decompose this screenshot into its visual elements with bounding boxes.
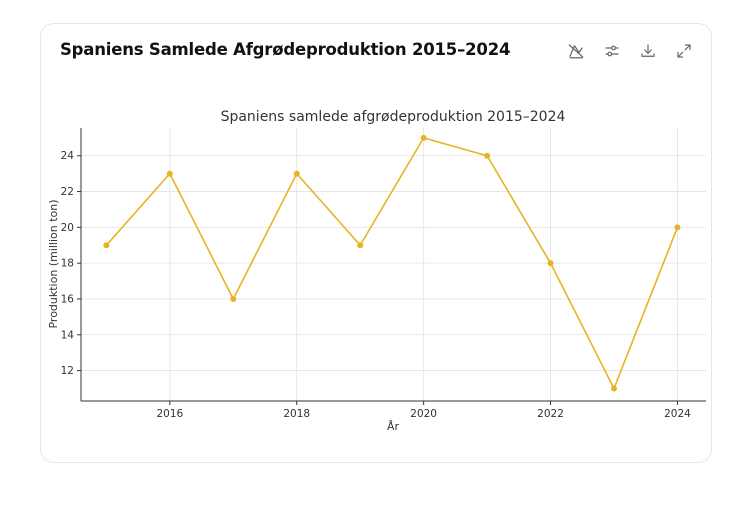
data-point xyxy=(293,170,300,177)
expand-button[interactable] xyxy=(673,40,695,62)
sliders-icon xyxy=(605,45,619,57)
data-point xyxy=(610,385,617,392)
data-point xyxy=(547,260,554,267)
chart-title: Spaniens samlede afgrødeproduktion 2015–… xyxy=(221,109,566,125)
x-tick-label: 2020 xyxy=(410,408,437,420)
expand-icon xyxy=(677,44,691,58)
x-tick-label: 2016 xyxy=(156,408,183,420)
x-tick-label: 2024 xyxy=(664,408,691,420)
data-point xyxy=(357,242,364,249)
y-tick-label: 24 xyxy=(61,150,75,162)
data-point xyxy=(484,152,491,159)
data-point xyxy=(103,242,110,249)
y-tick-label: 18 xyxy=(61,258,74,270)
hide-values-button[interactable] xyxy=(565,40,587,62)
y-tick-label: 14 xyxy=(61,329,75,341)
y-tick-label: 22 xyxy=(61,186,74,198)
data-point xyxy=(420,134,427,141)
chart-card: Spaniens Samlede Afgrødeproduktion 2015–… xyxy=(40,23,712,463)
y-tick-label: 16 xyxy=(61,293,75,305)
series-line xyxy=(105,137,679,390)
y-tick-label: 12 xyxy=(61,365,74,377)
x-tick-label: 2018 xyxy=(283,408,310,420)
data-point xyxy=(166,170,173,177)
download-button[interactable] xyxy=(637,40,659,62)
chart-off-icon xyxy=(568,44,584,59)
data-point xyxy=(230,295,237,302)
card-title: Spaniens Samlede Afgrødeproduktion 2015–… xyxy=(60,40,511,59)
settings-button[interactable] xyxy=(601,40,623,62)
y-axis-label: Produktion (million ton) xyxy=(47,199,60,328)
download-icon xyxy=(641,44,655,57)
data-point xyxy=(674,224,681,231)
chart-toolbar xyxy=(565,40,695,62)
x-axis-label: År xyxy=(387,420,400,433)
y-tick-label: 20 xyxy=(61,222,74,234)
x-tick-label: 2022 xyxy=(537,408,564,420)
